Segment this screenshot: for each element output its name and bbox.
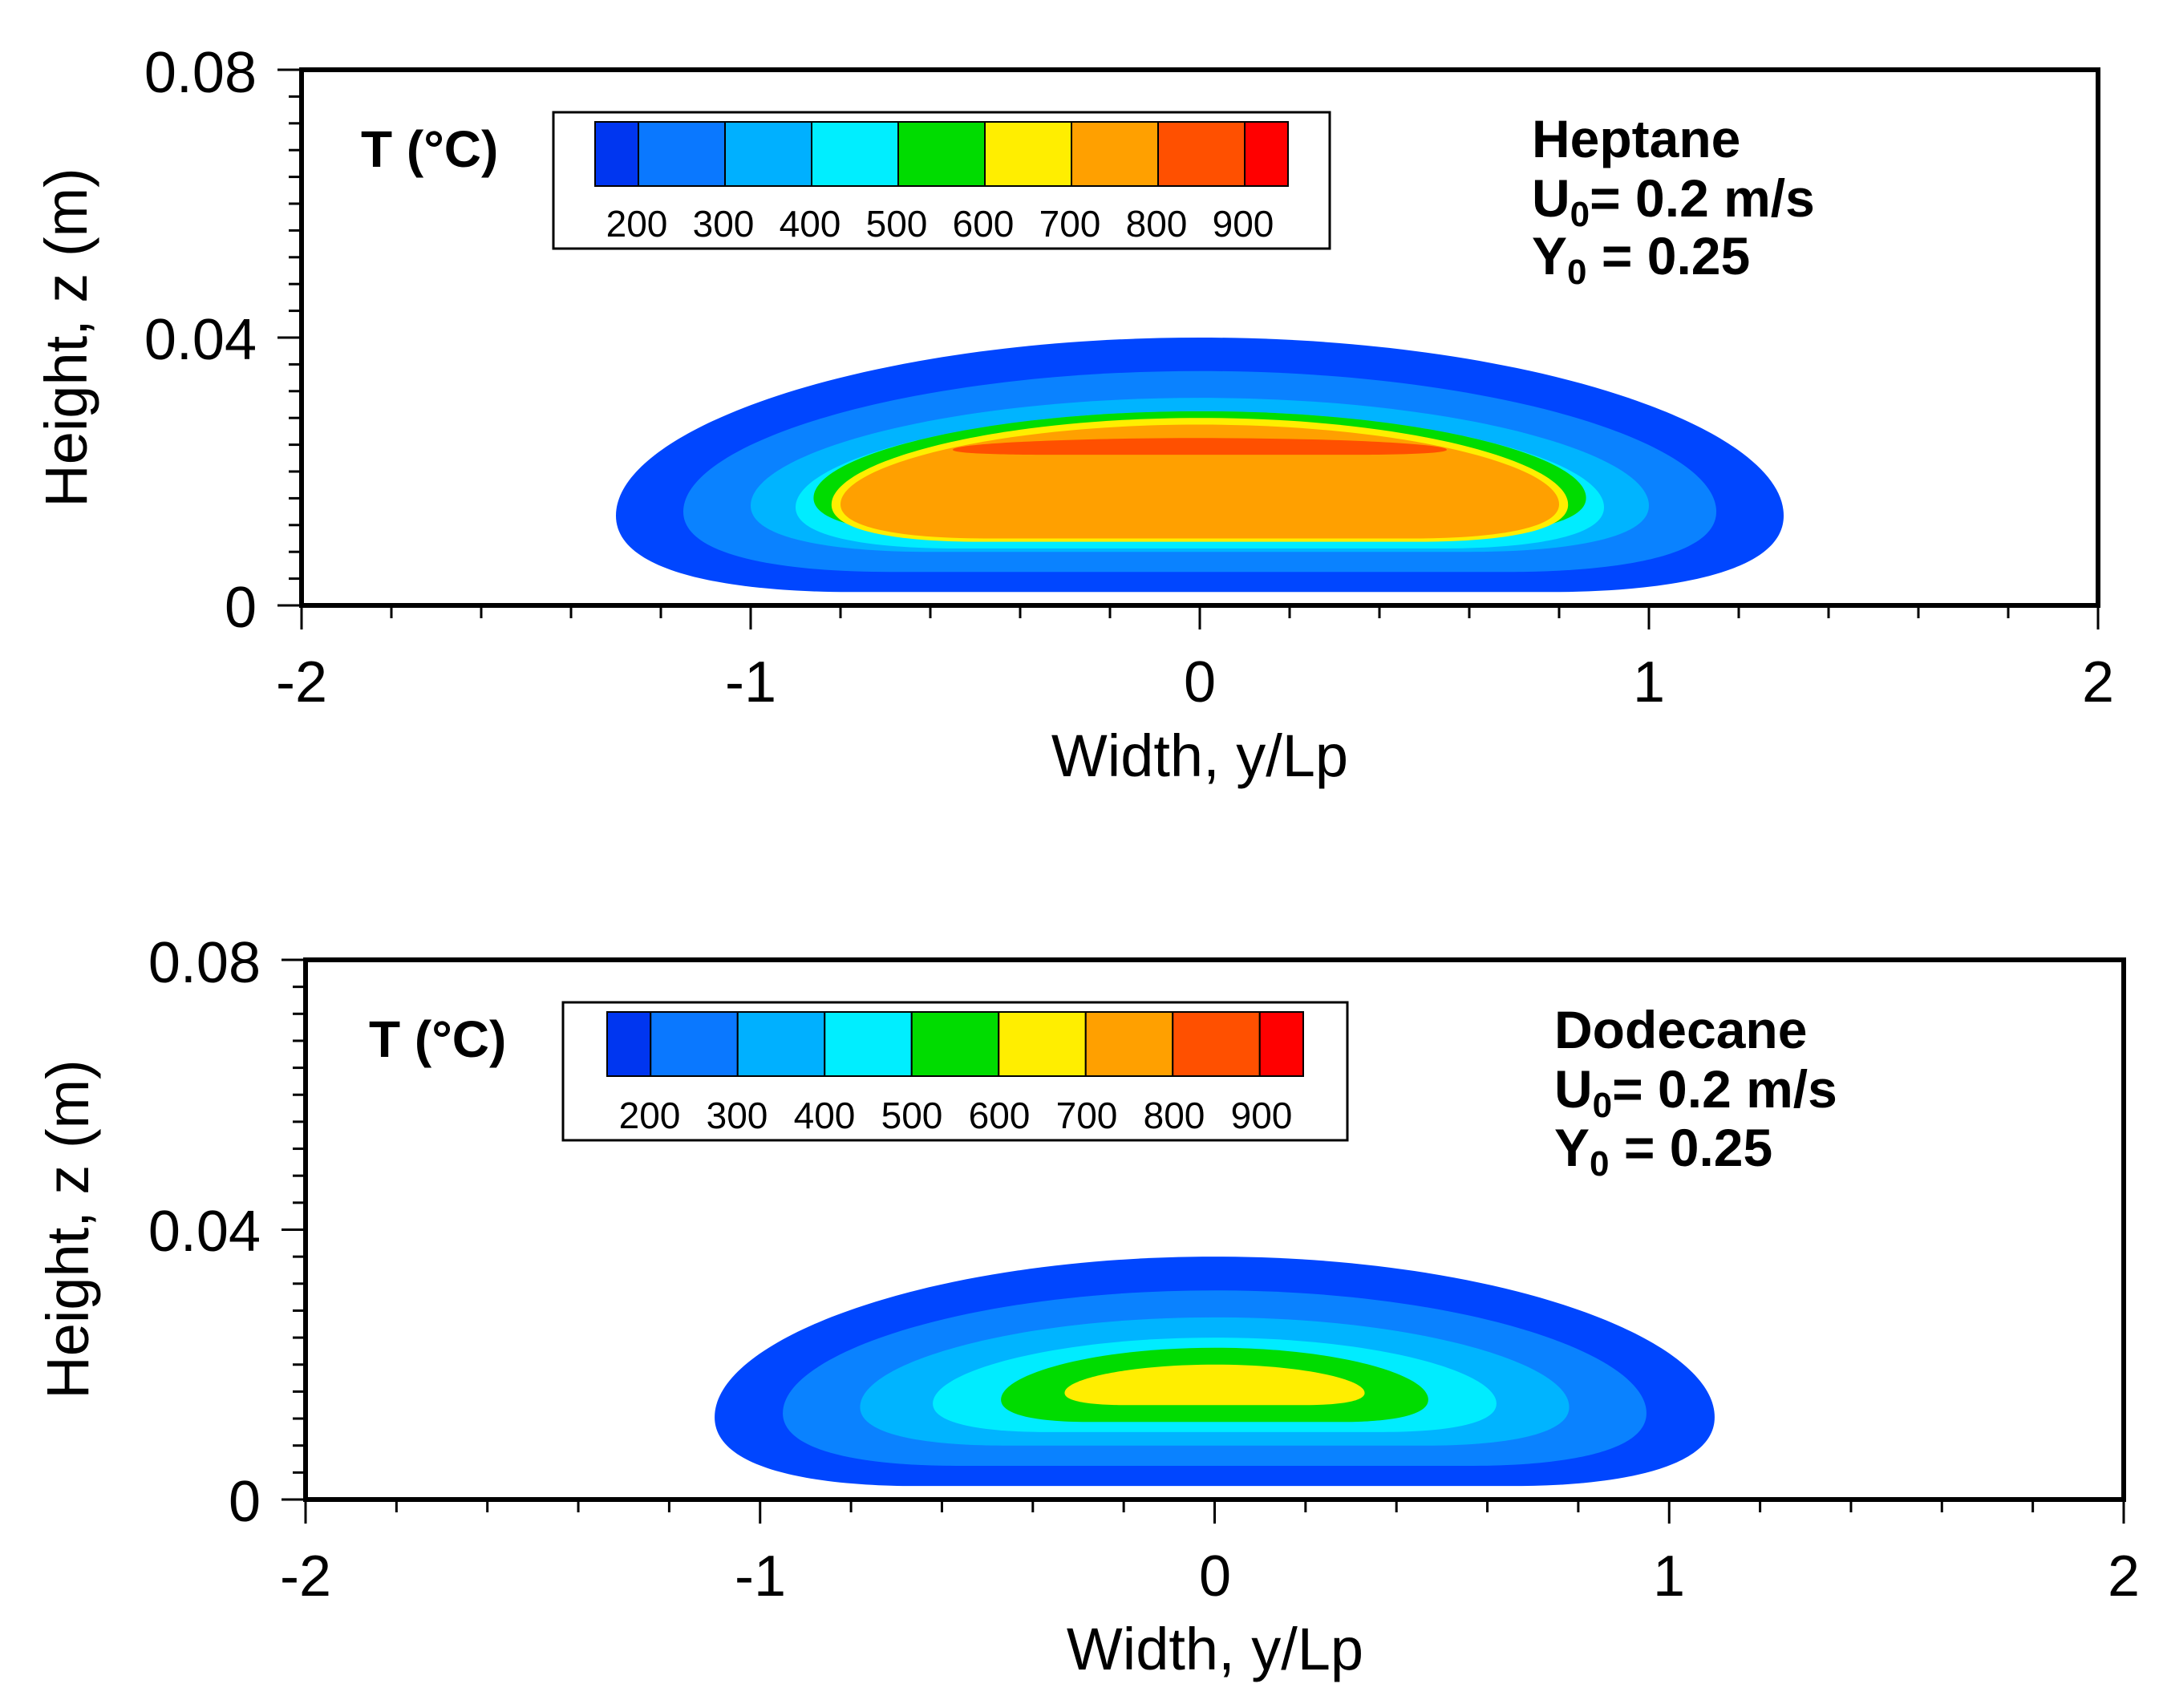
annotation: Dodecane U0= 0.2 m/s Y0 = 0.25	[1554, 1000, 1837, 1184]
velocity-symbol: U	[1554, 1059, 1593, 1119]
colorbar-labels: 200 300 400 500 600 700 800 900	[606, 203, 1274, 245]
colorbar-swatch	[824, 1011, 913, 1077]
y-tick-label: 0.04	[144, 308, 257, 372]
colorbar-legend: T (°C) 200 300 400 500 600 700 800 900	[369, 1001, 1349, 1142]
mass-fraction-symbol: Y	[1554, 1118, 1590, 1177]
y-tick-label: 0.04	[148, 1200, 261, 1264]
x-tick-label: -1	[735, 1544, 786, 1609]
temperature-contours	[616, 338, 1784, 593]
colorbar-label: 300	[707, 1095, 768, 1136]
panel-dodecane: 0.08 0.04 0 -2 -1 0 1 2 Width, y/Lp Heig…	[34, 931, 2140, 1682]
colorbar-swatch	[606, 1011, 652, 1077]
x-tick-label: 2	[2108, 1544, 2140, 1609]
colorbar-swatches	[594, 121, 1289, 187]
axis-ticks	[282, 958, 2125, 1524]
y-axis-label: Height, z (m)	[33, 168, 99, 508]
fuel-label: Dodecane	[1554, 1000, 1807, 1059]
colorbar-swatch	[897, 121, 986, 187]
x-tick-label: 0	[1184, 650, 1216, 714]
colorbar-label: 300	[693, 203, 755, 245]
x-tick-label: -2	[276, 650, 327, 714]
y-tick-label: 0	[225, 576, 257, 640]
colorbar-legend: T (°C) 200 300 400 500 600 700 800 900	[361, 111, 1331, 250]
colorbar-swatch	[998, 1011, 1087, 1077]
colorbar-swatch	[1258, 1011, 1304, 1077]
mass-fraction-label: Y0 = 0.25	[1532, 226, 1750, 292]
colorbar-labels: 200 300 400 500 600 700 800 900	[619, 1095, 1293, 1136]
x-tick-label: 1	[1633, 650, 1665, 714]
velocity-subscript: 0	[1593, 1086, 1612, 1125]
mass-fraction-subscript: 0	[1590, 1144, 1609, 1184]
panel-heptane: 0.08 0.04 0 -2 -1 0 1 2 Width, y/Lp Heig…	[33, 41, 2114, 789]
legend-title: T (°C)	[361, 120, 498, 178]
colorbar-label: 200	[606, 203, 668, 245]
colorbar-swatch	[910, 1011, 1000, 1077]
mass-fraction-symbol: Y	[1532, 226, 1567, 285]
contour-band-650	[1064, 1364, 1365, 1406]
velocity-value: = 0.2 m/s	[1612, 1059, 1837, 1119]
colorbar-swatch	[650, 1011, 739, 1077]
colorbar-label: 700	[1039, 203, 1101, 245]
colorbar-swatch	[724, 121, 812, 187]
x-tick-label: 0	[1199, 1544, 1231, 1609]
colorbar-label: 600	[969, 1095, 1031, 1136]
contour-band-850	[953, 438, 1447, 455]
x-tick-label: 2	[2082, 650, 2114, 714]
colorbar-label: 600	[953, 203, 1015, 245]
colorbar-label: 800	[1144, 1095, 1205, 1136]
y-tick-label: 0.08	[148, 931, 261, 995]
colorbar-label: 800	[1126, 203, 1188, 245]
colorbar-swatch	[594, 121, 639, 187]
mass-fraction-label: Y0 = 0.25	[1554, 1118, 1772, 1184]
colorbar-label: 400	[794, 1095, 856, 1136]
x-tick-label: -1	[725, 650, 776, 714]
colorbar-label: 500	[866, 203, 928, 245]
x-tick-label: -2	[280, 1544, 331, 1609]
colorbar-label: 500	[881, 1095, 943, 1136]
colorbar-swatch	[1244, 121, 1289, 187]
mass-fraction-value: = 0.25	[1587, 226, 1751, 285]
x-tick-label: 1	[1653, 1544, 1685, 1609]
velocity-label: U0= 0.2 m/s	[1532, 168, 1815, 234]
colorbar-swatch	[1084, 1011, 1174, 1077]
temperature-contours	[715, 1257, 1715, 1487]
y-tick-label: 0	[229, 1470, 261, 1534]
fuel-label: Heptane	[1532, 109, 1740, 168]
axis-ticks	[277, 68, 2100, 629]
colorbar-swatch	[984, 121, 1072, 187]
colorbar-label: 900	[1231, 1095, 1293, 1136]
x-axis-label: Width, y/Lp	[1067, 1616, 1363, 1682]
colorbar-label: 700	[1056, 1095, 1118, 1136]
colorbar-swatch	[1172, 1011, 1261, 1077]
colorbar-label: 900	[1213, 203, 1274, 245]
colorbar-swatch	[1157, 121, 1246, 187]
legend-title: T (°C)	[369, 1010, 506, 1068]
x-axis-label: Width, y/Lp	[1051, 722, 1348, 789]
mass-fraction-subscript: 0	[1567, 253, 1586, 292]
velocity-subscript: 0	[1570, 195, 1590, 234]
colorbar-swatch	[1071, 121, 1159, 187]
colorbar-swatches	[606, 1011, 1304, 1077]
colorbar-label: 200	[619, 1095, 681, 1136]
annotation: Heptane U0= 0.2 m/s Y0 = 0.25	[1532, 109, 1815, 292]
colorbar-swatch	[638, 121, 726, 187]
y-tick-label: 0.08	[144, 41, 257, 105]
y-axis-label: Height, z (m)	[34, 1059, 101, 1399]
velocity-symbol: U	[1532, 168, 1570, 228]
velocity-value: = 0.2 m/s	[1590, 168, 1815, 228]
colorbar-label: 400	[780, 203, 841, 245]
mass-fraction-value: = 0.25	[1610, 1118, 1773, 1177]
colorbar-swatch	[736, 1011, 826, 1077]
velocity-label: U0= 0.2 m/s	[1554, 1059, 1837, 1125]
colorbar-swatch	[811, 121, 899, 187]
